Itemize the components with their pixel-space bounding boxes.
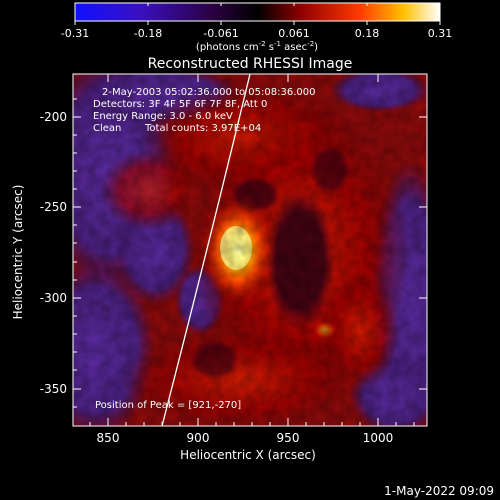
colorbar-units: (photons cm-2 s-1 asec-2)	[196, 40, 318, 53]
annotation-detectors: Detectors: 3F 4F 5F 6F 7F 8F, Att 0	[93, 99, 267, 110]
y-axis-label: Heliocentric Y (arcsec)	[11, 185, 25, 320]
colorbar-gradient	[74, 2, 441, 22]
y-tick-labels: -200 -250 -300 -350	[40, 110, 67, 396]
y-tick-label: -200	[40, 110, 67, 124]
annotation-peak-position: Position of Peak = [921,-270]	[95, 400, 241, 411]
x-tick-label: 900	[187, 431, 210, 445]
solar-limb-line	[161, 74, 251, 426]
x-tick-label: 950	[277, 431, 300, 445]
colorbar-tick-label: -0.18	[134, 27, 162, 40]
annotation-block: 2-May-2003 05:02:36.000 to 05:08:36.000 …	[93, 87, 315, 411]
annotation-time-range: 2-May-2003 05:02:36.000 to 05:08:36.000	[102, 87, 315, 98]
plot-title: Reconstructed RHESSI Image	[148, 56, 353, 72]
y-tick-label: -300	[40, 291, 67, 305]
colorbar-tick-label: 0.18	[355, 27, 380, 40]
x-tick-label: 850	[97, 431, 120, 445]
x-tick-labels: 850 900 950 1000	[97, 431, 394, 445]
y-tick-label: -350	[40, 382, 67, 396]
annotation-clean: Clean	[93, 123, 121, 134]
annotation-energy-range: Energy Range: 3.0 - 6.0 keV	[93, 111, 233, 122]
colorbar-tick-label: -0.31	[61, 27, 89, 40]
colorbar-ticks	[74, 3, 441, 25]
footer-timestamp: 1-May-2022 09:09	[384, 484, 494, 498]
rhessi-image	[73, 74, 427, 426]
plot-frame	[72, 73, 428, 427]
colorbar-tick-label: -0.061	[203, 27, 238, 40]
colorbar-tick-label: 0.061	[278, 27, 310, 40]
y-tick-label: -250	[40, 200, 67, 214]
colorbar: -0.31 -0.18 -0.061 0.061 0.18 0.31 (phot…	[61, 2, 453, 53]
x-tick-label: 1000	[363, 431, 394, 445]
colorbar-tick-label: 0.31	[428, 27, 453, 40]
annotation-total-counts: Total counts: 3.97E+04	[144, 123, 261, 134]
x-axis-label: Heliocentric X (arcsec)	[180, 448, 316, 462]
axis-ticks	[73, 74, 427, 426]
